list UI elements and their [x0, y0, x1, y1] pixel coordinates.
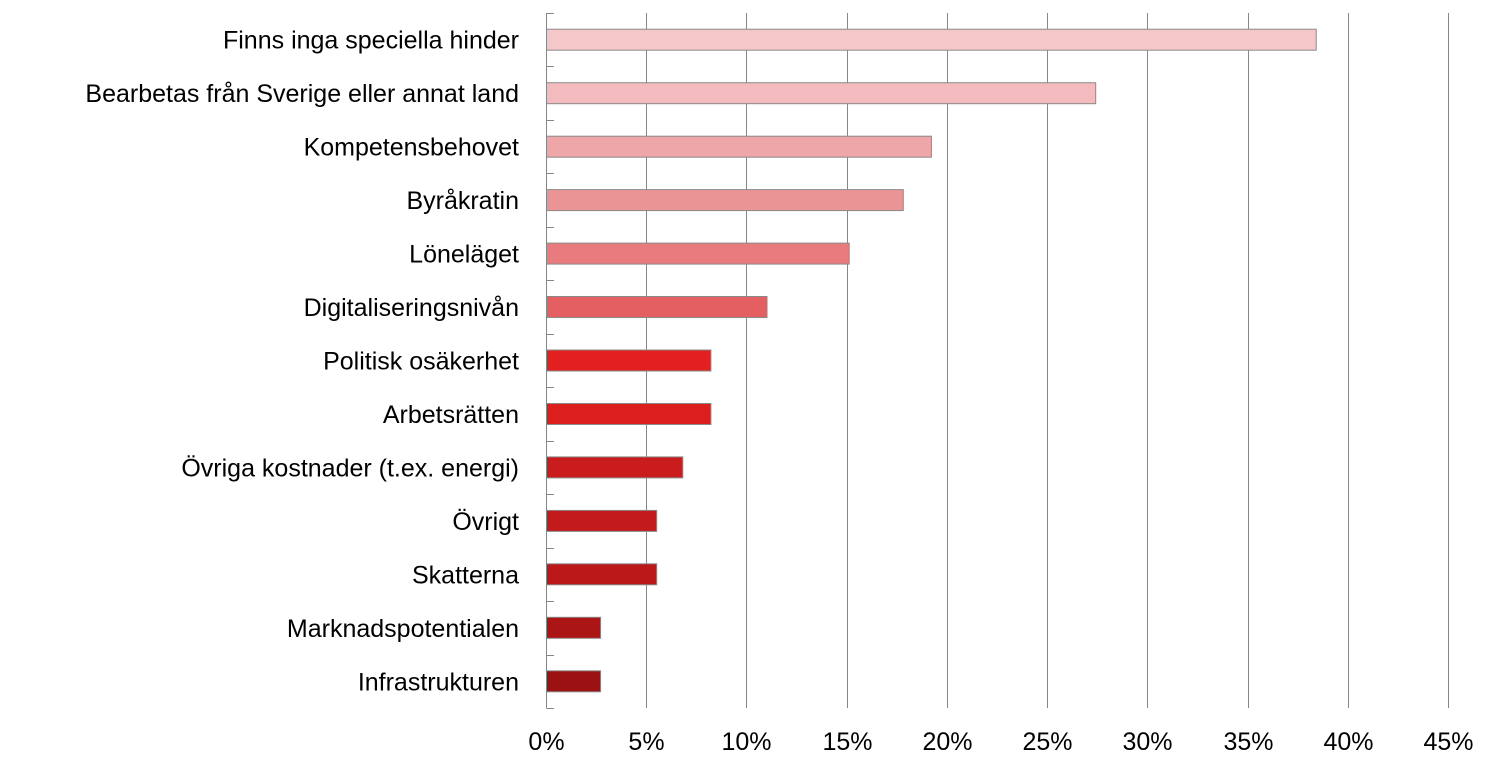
x-tick-label: 20% — [922, 728, 972, 756]
category-label: Kompetensbehovet — [304, 134, 519, 162]
x-tick-label: 30% — [1122, 728, 1172, 756]
bar — [546, 670, 602, 693]
x-tick-labels: 0% 5% 10% 15% 20% 25% 30% 35% 40% 45% — [528, 728, 1473, 756]
category-label: Politisk osäkerhet — [323, 348, 519, 376]
x-tick-label: 0% — [528, 728, 564, 756]
x-tick-label: 45% — [1423, 728, 1473, 756]
bar — [546, 135, 932, 158]
gridlines — [646, 13, 1449, 708]
category-label: Skatterna — [412, 561, 519, 589]
bar — [546, 509, 658, 532]
category-labels: Finns inga speciella hinder Bearbetas frå… — [85, 27, 519, 697]
x-tick-label: 35% — [1223, 728, 1273, 756]
x-tick-label: 5% — [628, 728, 664, 756]
bar — [546, 189, 904, 212]
category-label: Byråkratin — [406, 187, 519, 215]
x-tick-label: 15% — [822, 728, 872, 756]
category-label: Marknadspotentialen — [287, 615, 519, 643]
bar — [546, 82, 1097, 105]
bars — [546, 28, 1317, 693]
y-axis — [546, 13, 554, 709]
category-label: Övrigt — [452, 508, 519, 536]
bar — [546, 616, 602, 639]
bar — [546, 456, 684, 479]
category-label: Finns inga speciella hinder — [223, 27, 519, 55]
x-tick-label: 25% — [1022, 728, 1072, 756]
category-label: Infrastrukturen — [358, 668, 519, 696]
bar — [546, 242, 850, 265]
category-label: Övriga kostnader (t.ex. energi) — [181, 454, 519, 482]
bar — [546, 349, 712, 372]
x-tick-label: 10% — [721, 728, 771, 756]
category-label: Löneläget — [409, 241, 519, 269]
bar — [546, 296, 768, 318]
x-tick-label: 40% — [1323, 728, 1373, 756]
category-label: Arbetsrätten — [383, 401, 519, 429]
category-label: Digitaliseringsnivån — [304, 294, 519, 322]
category-label: Bearbetas från Sverige eller annat land — [85, 80, 519, 108]
bar — [546, 403, 712, 425]
bar — [546, 28, 1317, 51]
bar — [546, 563, 658, 586]
